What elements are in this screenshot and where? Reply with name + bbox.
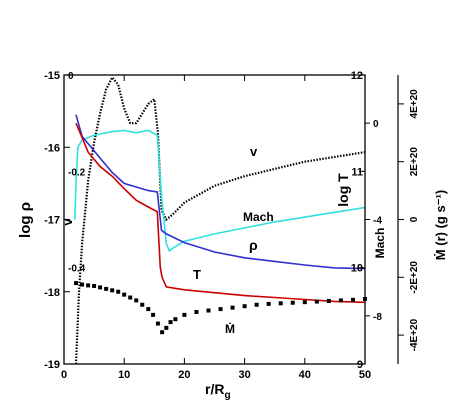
y-v-tick-label: 0 bbox=[68, 71, 74, 82]
mdot-point bbox=[326, 298, 331, 303]
y-left-tick-label: -17 bbox=[44, 215, 60, 227]
y-v-tick-label: -0.2 bbox=[68, 167, 86, 178]
mdot-point bbox=[134, 298, 139, 303]
y-axis-left-label: log ρ bbox=[17, 202, 34, 238]
mdot-point bbox=[182, 312, 187, 317]
y-axis-mach-label: Mach bbox=[373, 228, 387, 259]
x-tick-label: 0 bbox=[61, 369, 67, 381]
y-left-tick-label: -18 bbox=[44, 287, 60, 299]
mdot-point bbox=[302, 300, 307, 305]
mdot-point bbox=[80, 282, 85, 287]
y-mdot-tick-label: -4E+20 bbox=[409, 318, 420, 351]
series-line-rho bbox=[75, 114, 366, 270]
chart-marks bbox=[74, 75, 367, 365]
annotation-T: T bbox=[193, 267, 201, 282]
mdot-point bbox=[242, 304, 247, 309]
y-T-tick-label: 9 bbox=[357, 359, 363, 371]
x-tick-label: 10 bbox=[118, 369, 130, 381]
x-tick-label: 30 bbox=[238, 369, 250, 381]
mdot-point bbox=[314, 299, 319, 304]
mdot-point bbox=[278, 301, 283, 306]
y-T-tick-label: 11 bbox=[351, 166, 363, 178]
mdot-point bbox=[74, 281, 79, 286]
y-mach-tick-label: -8 bbox=[373, 312, 382, 323]
mdot-point bbox=[338, 298, 343, 303]
y-mdot-tick-label: 0 bbox=[409, 216, 420, 222]
mdot-point bbox=[350, 297, 355, 302]
annotation-mdot: Ṁ bbox=[225, 321, 235, 336]
series-line-t bbox=[75, 122, 366, 304]
annotation-rho: ρ bbox=[249, 237, 258, 253]
y-axis-v-label: v bbox=[60, 218, 75, 226]
y-mach-tick-label: -4 bbox=[373, 216, 382, 227]
y-v-tick-label: -0.4 bbox=[68, 264, 86, 275]
mdot-point bbox=[98, 285, 103, 290]
mdot-point bbox=[218, 307, 223, 312]
x-tick-label: 50 bbox=[359, 369, 371, 381]
axis-ticks: 0 10 20 30 40 50 -19 -18 -17 -16 -15 0 -0.2 -0.4 9 10 11… bbox=[44, 70, 420, 381]
y-T-tick-label: 12 bbox=[351, 70, 363, 82]
mdot-point bbox=[140, 302, 145, 307]
mdot-point bbox=[155, 321, 160, 326]
mdot-point bbox=[104, 286, 109, 291]
mdot-point bbox=[266, 301, 271, 306]
y-left-tick-label: -15 bbox=[44, 70, 60, 82]
y-left-tick-label: -16 bbox=[44, 142, 60, 154]
mdot-point bbox=[86, 283, 91, 288]
mdot-point bbox=[160, 330, 165, 335]
y-T-tick-label: 10 bbox=[351, 263, 363, 275]
mdot-point bbox=[254, 302, 259, 307]
mdot-point bbox=[128, 295, 133, 300]
x-axis-label: r/Rg bbox=[205, 381, 231, 401]
x-tick-label: 40 bbox=[299, 369, 311, 381]
x-tick-label: 20 bbox=[178, 369, 190, 381]
mdot-point bbox=[151, 312, 156, 317]
y-axis-mdot-label: Ṁ (r) (g s⁻¹) bbox=[433, 190, 448, 260]
y-axis-T-label: log T bbox=[335, 173, 351, 207]
mdot-point bbox=[173, 317, 178, 322]
y-mdot-tick-label: 4E+20 bbox=[409, 89, 420, 119]
mdot-point bbox=[168, 320, 173, 325]
mdot-point bbox=[92, 283, 97, 288]
mdot-point bbox=[116, 289, 121, 294]
series-line-mach bbox=[74, 129, 366, 253]
mdot-point bbox=[206, 308, 211, 313]
plot-frame bbox=[63, 74, 366, 365]
mdot-point bbox=[110, 288, 115, 293]
x-axis-label-sub: g bbox=[224, 390, 230, 401]
annotation-mach: Mach bbox=[243, 210, 274, 224]
mdot-point bbox=[164, 325, 169, 330]
annotation-v: v bbox=[250, 144, 258, 159]
mdot-point bbox=[290, 300, 295, 305]
y-mdot-tick-label: -2E+20 bbox=[409, 261, 420, 294]
y-mach-tick-label: 0 bbox=[373, 119, 379, 130]
series-line-v bbox=[74, 75, 366, 365]
y-mdot-tick-label: 2E+20 bbox=[409, 147, 420, 177]
mdot-point bbox=[194, 309, 199, 314]
mdot-point bbox=[146, 307, 151, 312]
y-left-tick-label: -19 bbox=[44, 359, 60, 371]
mdot-point bbox=[122, 292, 127, 297]
mdot-point bbox=[230, 305, 235, 310]
series-mdot bbox=[74, 281, 367, 335]
